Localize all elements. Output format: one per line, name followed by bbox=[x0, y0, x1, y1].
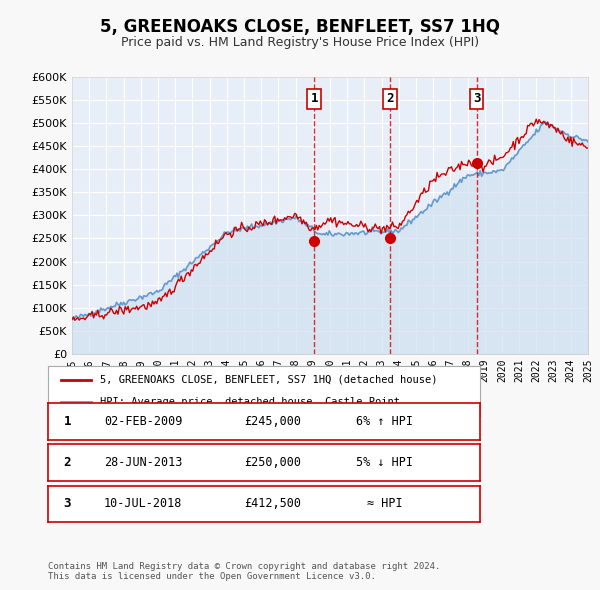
Text: 02-FEB-2009: 02-FEB-2009 bbox=[104, 415, 182, 428]
Text: Price paid vs. HM Land Registry's House Price Index (HPI): Price paid vs. HM Land Registry's House … bbox=[121, 36, 479, 49]
Text: HPI: Average price, detached house, Castle Point: HPI: Average price, detached house, Cast… bbox=[100, 397, 400, 407]
Text: 1: 1 bbox=[64, 415, 71, 428]
Text: 3: 3 bbox=[473, 93, 480, 106]
Text: 3: 3 bbox=[64, 497, 71, 510]
Text: 1: 1 bbox=[311, 93, 318, 106]
Text: 10-JUL-2018: 10-JUL-2018 bbox=[104, 497, 182, 510]
Text: Contains HM Land Registry data © Crown copyright and database right 2024.
This d: Contains HM Land Registry data © Crown c… bbox=[48, 562, 440, 581]
Text: £250,000: £250,000 bbox=[244, 456, 301, 469]
Text: 5, GREENOAKS CLOSE, BENFLEET, SS7 1HQ (detached house): 5, GREENOAKS CLOSE, BENFLEET, SS7 1HQ (d… bbox=[100, 375, 437, 385]
Text: £412,500: £412,500 bbox=[244, 497, 301, 510]
Text: 2: 2 bbox=[64, 456, 71, 469]
Text: 5% ↓ HPI: 5% ↓ HPI bbox=[356, 456, 413, 469]
Text: ≈ HPI: ≈ HPI bbox=[367, 497, 403, 510]
Text: 2: 2 bbox=[386, 93, 394, 106]
Text: £245,000: £245,000 bbox=[244, 415, 301, 428]
Text: 28-JUN-2013: 28-JUN-2013 bbox=[104, 456, 182, 469]
Text: 5, GREENOAKS CLOSE, BENFLEET, SS7 1HQ: 5, GREENOAKS CLOSE, BENFLEET, SS7 1HQ bbox=[100, 18, 500, 35]
Text: 6% ↑ HPI: 6% ↑ HPI bbox=[356, 415, 413, 428]
